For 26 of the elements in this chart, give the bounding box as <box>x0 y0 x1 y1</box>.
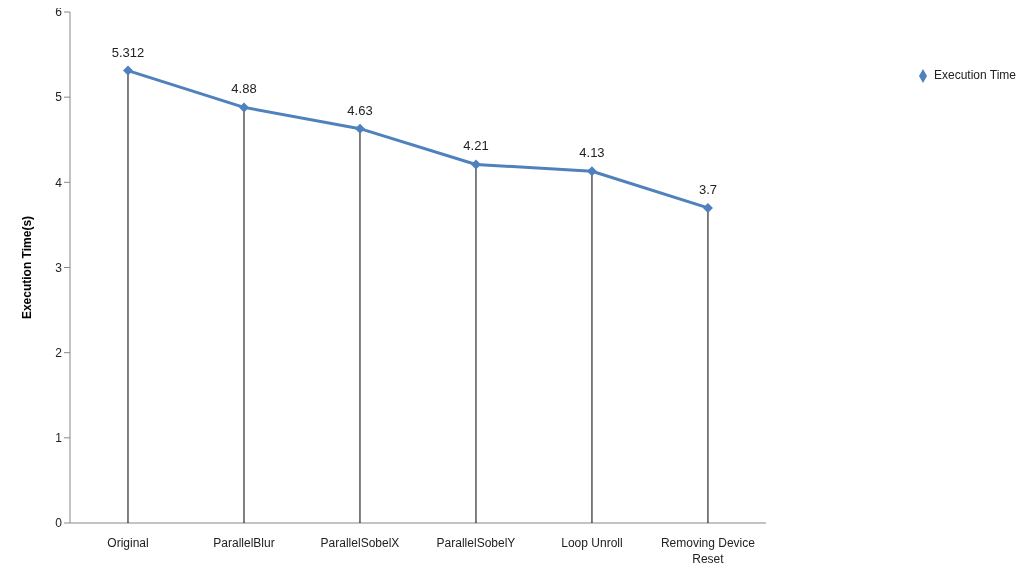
x-tick-label: Removing Device Reset <box>660 536 756 566</box>
y-tick-label: 3 <box>55 260 63 275</box>
x-tick-label: ParallelSobelY <box>436 536 516 550</box>
y-tick-label: 1 <box>55 431 63 446</box>
point <box>238 102 249 113</box>
x-tick-label: ParallelSobelX <box>320 536 400 550</box>
y-axis-title: Execution Time(s) <box>20 215 35 320</box>
y-tick-label: 0 <box>55 516 63 531</box>
y-tick-label: 6 <box>55 5 63 20</box>
point <box>123 65 133 76</box>
x-tick-label: Original <box>107 536 149 550</box>
y-tick-label: 4 <box>55 175 63 190</box>
point <box>702 202 713 213</box>
y-tick-label: 5 <box>55 90 63 105</box>
legend-label: Execution Time <box>933 68 1016 82</box>
y-tick-label: 2 <box>55 345 63 360</box>
point <box>354 123 365 134</box>
data-label: 4.21 <box>463 138 489 154</box>
point <box>470 159 481 170</box>
data-label: 5.312 <box>111 44 145 60</box>
data-label: 4.88 <box>231 81 257 97</box>
x-tick-label: ParallelBlur <box>213 536 275 550</box>
x-tick-label: Loop Unroll <box>561 536 623 550</box>
data-label: 3.7 <box>698 181 717 197</box>
data-label: 4.63 <box>347 102 373 118</box>
data-label: 4.13 <box>579 145 605 161</box>
